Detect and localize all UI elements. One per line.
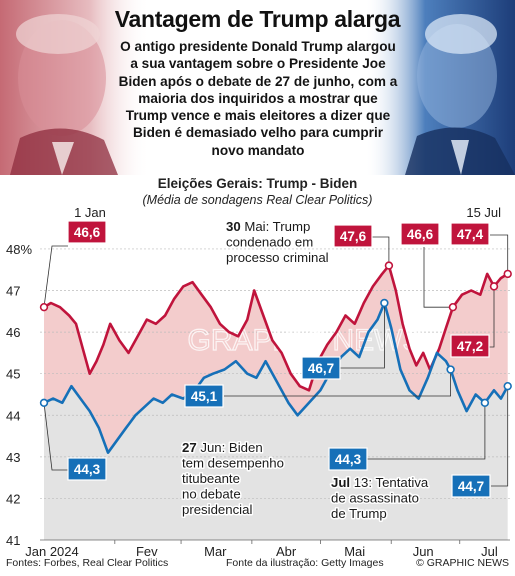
trump-lead-area <box>44 265 508 453</box>
value-label-box <box>184 384 224 408</box>
trump-point-marker <box>503 269 512 279</box>
biden-point-marker <box>503 381 512 391</box>
x-tick-label: Fev <box>136 544 158 559</box>
biden-point-marker <box>446 365 455 374</box>
annotation-jun27: 27 Jun: Biden tem desempenho titubeante no … <box>182 440 284 517</box>
trump-point-marker <box>39 302 49 312</box>
value-label: 47,4 <box>457 227 484 242</box>
value-label: 46,6 <box>407 227 434 242</box>
value-label: 44,3 <box>335 452 362 467</box>
x-tick-label: Mai <box>344 544 365 559</box>
value-label: 46,7 <box>308 361 334 376</box>
value-label-box <box>451 474 491 498</box>
y-tick-label: 44 <box>6 408 20 423</box>
label-connector <box>491 386 509 487</box>
x-tick-label: Jan 2024 <box>25 544 79 559</box>
page-title: Vantagem de Trump alarga <box>114 6 401 32</box>
value-label-box <box>328 447 368 471</box>
biden-portrait <box>365 0 515 175</box>
label-connector <box>43 402 68 471</box>
sources-text: Fontes: Forbes, Real Clear Politics <box>6 557 169 569</box>
label-connector <box>340 303 385 369</box>
x-tick-label: Mar <box>204 544 227 559</box>
x-tick-label: Jul <box>481 544 498 559</box>
value-label-box <box>400 222 440 246</box>
annotation-jul13: Jul 13: Tentativa de assassinato de Trump <box>331 475 429 521</box>
value-label: 47,6 <box>340 229 367 244</box>
label-connector <box>367 402 486 460</box>
intro-text: O antigo presidente Donald Trump alargou… <box>118 39 398 158</box>
y-tick-label: 47 <box>6 284 20 299</box>
value-label: 47,2 <box>457 339 483 354</box>
trump-portrait <box>0 0 150 175</box>
biden-point-marker <box>480 398 490 407</box>
biden-line <box>43 301 509 454</box>
label-connector <box>224 369 451 397</box>
label-connector <box>372 236 390 266</box>
date-label: 1 Jan <box>74 205 106 220</box>
x-tick-label: Abr <box>276 544 297 559</box>
value-label: 44,7 <box>458 479 484 494</box>
y-tick-label: 46 <box>6 325 20 340</box>
markers <box>39 261 512 407</box>
value-label-box <box>333 224 373 248</box>
date-label: 15 Jul <box>466 205 501 220</box>
value-label-box <box>450 334 490 358</box>
label-connector <box>43 245 68 308</box>
illustration-credit: Fonte da ilustração: Getty Images <box>226 557 384 569</box>
y-tick-label: 43 <box>6 450 20 465</box>
annotation-may30: 30 Mai: Trump condenado em processo crimin… <box>226 219 329 265</box>
trump-point-marker <box>384 261 394 270</box>
y-tick-label: 42 <box>6 491 20 506</box>
value-label-box <box>67 457 107 481</box>
y-tick-label: 48% <box>6 242 32 257</box>
value-label: 44,3 <box>74 462 101 477</box>
value-label: 45,1 <box>191 389 218 404</box>
trump-point-marker <box>448 302 458 312</box>
value-label-box <box>67 220 107 244</box>
value-label-box <box>301 356 341 380</box>
value-label-box <box>450 222 490 246</box>
watermark: GRAPHIC NEWS <box>187 324 422 357</box>
copyright-text: © GRAPHIC NEWS <box>416 557 509 569</box>
value-label: 46,6 <box>74 225 101 240</box>
y-tick-label: 45 <box>6 367 20 382</box>
trump-point-marker <box>489 282 499 291</box>
chart-title: Eleições Gerais: Trump - Biden <box>157 176 358 191</box>
biden-point-marker <box>380 298 389 308</box>
x-tick-label: Jun <box>413 544 434 559</box>
label-connector <box>423 247 453 308</box>
label-connector <box>490 234 509 274</box>
chart-subtitle: (Média de sondagens Real Clear Politics) <box>142 193 373 207</box>
y-tick-label: 41 <box>6 533 20 548</box>
biden-base-area <box>44 303 508 540</box>
biden-point-marker <box>39 398 49 407</box>
